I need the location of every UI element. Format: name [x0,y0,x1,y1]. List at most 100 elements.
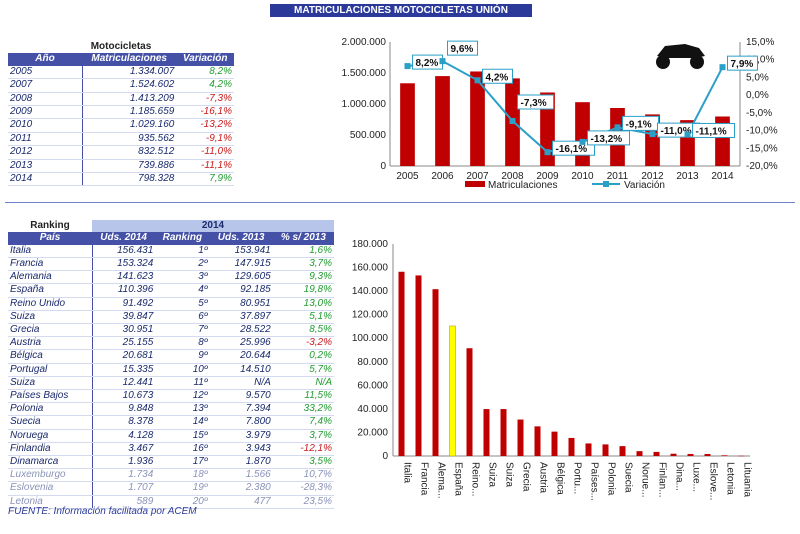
variation-cell: 4,2% [176,78,234,93]
units-2014-cell: 3.467 [91,442,156,457]
units-2013-cell: 129.605 [209,270,273,285]
units-2014-cell: 9.848 [91,402,156,417]
bar-Francia [415,275,422,456]
y-tick-label: 120.000 [352,310,389,321]
legend-swatch-bar [465,181,485,187]
bar-Dina... [670,453,677,456]
units-cell: 935.562 [81,132,177,147]
x-tick-label: Países... [589,462,600,501]
y-tick-label: 0 [382,451,388,462]
page-title: MATRICULACIONES MOTOCICLETAS UNIÓN EUROP… [270,4,532,29]
bar-Eslove... [704,453,711,456]
units-2014-cell: 8.378 [91,415,156,430]
y2-tick-label: -15,0% [746,143,778,154]
section-divider [5,202,795,203]
data-label: 8,2% [416,58,439,69]
units-2013-cell: 3.943 [209,442,273,457]
country-cell: Italia [8,244,92,259]
units-cell: 798.328 [81,172,177,187]
data-label-box [587,130,630,146]
table-row: Suiza 12.441 11º N/A N/A [8,376,334,391]
x-tick-label: Suecia [623,462,634,493]
bar-Portu... [568,437,575,456]
units-2013-cell: 80.951 [209,297,273,311]
data-label: -11,0% [661,126,692,137]
pct-cell: 23,5% [272,495,334,509]
y-tick-label: 40.000 [357,404,388,415]
x-tick-label: Polonia [606,462,617,496]
data-label: 7,9% [731,59,754,70]
units-2013-cell: 1.870 [209,455,273,470]
variation-point [684,131,691,138]
x-tick-label: Dina... [674,462,685,491]
variation-cell: -16,1% [176,105,234,120]
x-tick-label: España [453,462,464,496]
country-cell: Polonia [8,402,92,417]
rank-cell: 9º [155,349,210,364]
pct-cell: 3,7% [272,257,334,272]
x-tick-label: 2011 [607,171,629,182]
bar-Norue... [636,451,643,456]
units-cell: 1.413.209 [81,92,177,107]
table-row: Francia 153.324 2º 147.915 3,7% [8,257,334,272]
table1-caption: Motocicletas [8,41,234,54]
y2-tick-label: 10,0% [746,55,774,66]
rank-cell: 10º [155,363,210,377]
y-tick-label: 20.000 [357,427,388,438]
year-cell: 2012 [8,145,82,160]
table-row: España 110.396 4º 92.185 19,8% [8,283,334,298]
x-tick-label: 2010 [571,171,594,182]
variation-cell: -9,1% [176,132,234,147]
units-2014-cell: 15.335 [91,363,156,377]
pct-cell: 11,5% [272,389,334,404]
x-tick-label: Italia [402,462,413,484]
country-cell: Portugal [8,363,92,377]
units-2013-cell: 28.522 [209,323,273,338]
units-2013-cell: 37.897 [209,310,273,325]
table-row: 2007 1.524.602 4,2% [8,78,234,93]
variation-point [544,149,551,156]
bar-Suecia [619,446,626,456]
pct-cell: -28,3% [272,481,334,496]
bar-2007 [470,71,485,166]
body-icon [657,44,705,58]
pct-cell: 19,8% [272,283,334,298]
ranking-caption: Ranking [8,220,92,233]
x-tick-label: Suiza [504,462,515,487]
table-row: Finlandia 3.467 16º 3.943 -12,1% [8,442,334,457]
legend-marker [603,181,609,187]
units-2013-cell: 92.185 [209,283,273,298]
units-cell: 832.512 [81,145,177,160]
rank-cell: 8º [155,336,210,351]
rank-cell: 4º [155,283,210,298]
col-country: País [8,232,92,245]
units-2014-cell: 12.441 [91,376,156,391]
bar-Bélgica [551,431,558,456]
data-label-box [727,55,758,71]
units-2014-cell: 110.396 [91,283,156,298]
y-tick-label: 60.000 [357,380,388,391]
table-row: Luxemburgo 1.734 18º 1.566 10,7% [8,468,334,483]
table-row: Italia 156.431 1º 153.941 1,6% [8,244,334,259]
table-row: Países Bajos 10.673 12º 9.570 11,5% [8,389,334,404]
country-cell: Dinamarca [8,455,92,470]
rank-cell: 12º [155,389,210,404]
units-2013-cell: N/A [209,376,273,391]
y2-tick-label: -20,0% [746,161,778,172]
units-2013-cell: 2.380 [209,481,273,496]
table-row: 2005 1.334.007 8,2% [8,65,234,80]
table-row: Alemania 141.623 3º 129.605 9,3% [8,270,334,285]
col-ranking: Ranking [155,232,210,245]
variation-point [614,124,621,131]
motorcycle-icon [656,44,705,69]
data-label: -9,1% [626,119,652,130]
table-row: 2010 1.029.160 -13,2% [8,118,234,133]
y2-tick-label: -5,0% [746,108,772,119]
table-row: Polonia 9.848 13º 7.394 33,2% [8,402,334,417]
rank-cell: 2º [155,257,210,272]
table-row: 2012 832.512 -11,0% [8,145,234,160]
country-cell: Bélgica [8,349,92,364]
units-2014-cell: 1.734 [91,468,156,483]
bar-Suiza [483,409,490,456]
variation-cell: 8,2% [176,65,234,80]
